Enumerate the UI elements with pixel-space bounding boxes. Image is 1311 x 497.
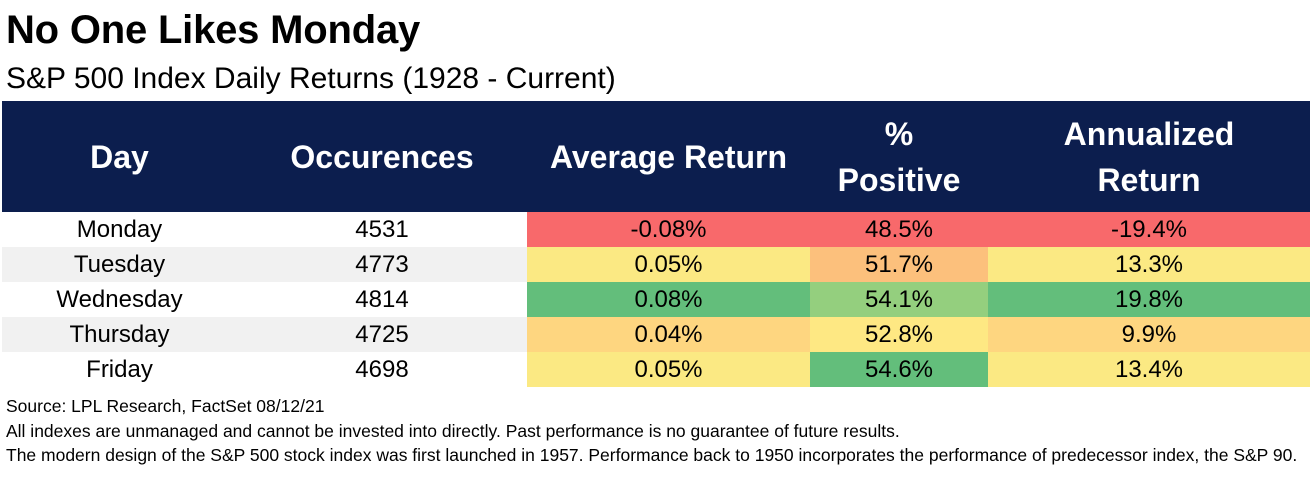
table-row: Monday 4531 -0.08% 48.5% -19.4% (2, 212, 1310, 247)
occurrences-cell: 4531 (237, 212, 527, 247)
table-header-row: Day Occurences Average Return % Positive … (2, 101, 1310, 212)
header-occurences: Occurences (237, 101, 527, 212)
avg-return-cell: -0.08% (527, 212, 810, 247)
occurrences-cell: 4698 (237, 352, 527, 387)
table-row: Friday 4698 0.05% 54.6% 13.4% (2, 352, 1310, 387)
chart-subtitle: S&P 500 Index Daily Returns (1928 - Curr… (6, 62, 616, 95)
occurrences-cell: 4725 (237, 317, 527, 352)
footnotes: Source: LPL Research, FactSet 08/12/21 A… (6, 394, 1306, 468)
occurrences-cell: 4773 (237, 247, 527, 282)
day-cell: Friday (2, 352, 237, 387)
table-row: Tuesday 4773 0.05% 51.7% 13.3% (2, 247, 1310, 282)
pct-positive-cell: 54.1% (810, 282, 988, 317)
table-row: Thursday 4725 0.04% 52.8% 9.9% (2, 317, 1310, 352)
pct-positive-cell: 48.5% (810, 212, 988, 247)
index-history-note: The modern design of the S&P 500 stock i… (6, 445, 1298, 465)
header-day: Day (2, 101, 237, 212)
annualized-return-cell: 13.3% (988, 247, 1310, 282)
day-cell: Thursday (2, 317, 237, 352)
avg-return-cell: 0.05% (527, 352, 810, 387)
avg-return-cell: 0.05% (527, 247, 810, 282)
annualized-return-cell: 19.8% (988, 282, 1310, 317)
table-row: Wednesday 4814 0.08% 54.1% 19.8% (2, 282, 1310, 317)
occurrences-cell: 4814 (237, 282, 527, 317)
annualized-return-cell: 9.9% (988, 317, 1310, 352)
chart-title: No One Likes Monday (6, 8, 421, 52)
source-note: Source: LPL Research, FactSet 08/12/21 (6, 396, 325, 416)
annualized-return-cell: -19.4% (988, 212, 1310, 247)
header-annualized-return: Annualized Return (988, 101, 1310, 212)
header-pct-positive: % Positive (810, 101, 988, 212)
avg-return-cell: 0.04% (527, 317, 810, 352)
disclaimer-note: All indexes are unmanaged and cannot be … (6, 420, 900, 441)
day-cell: Tuesday (2, 247, 237, 282)
annualized-return-cell: 13.4% (988, 352, 1310, 387)
avg-return-cell: 0.08% (527, 282, 810, 317)
day-cell: Monday (2, 212, 237, 247)
header-average-return: Average Return (527, 101, 810, 212)
pct-positive-cell: 52.8% (810, 317, 988, 352)
pct-positive-cell: 51.7% (810, 247, 988, 282)
day-cell: Wednesday (2, 282, 237, 317)
returns-table: Day Occurences Average Return % Positive … (2, 101, 1310, 387)
pct-positive-cell: 54.6% (810, 352, 988, 387)
